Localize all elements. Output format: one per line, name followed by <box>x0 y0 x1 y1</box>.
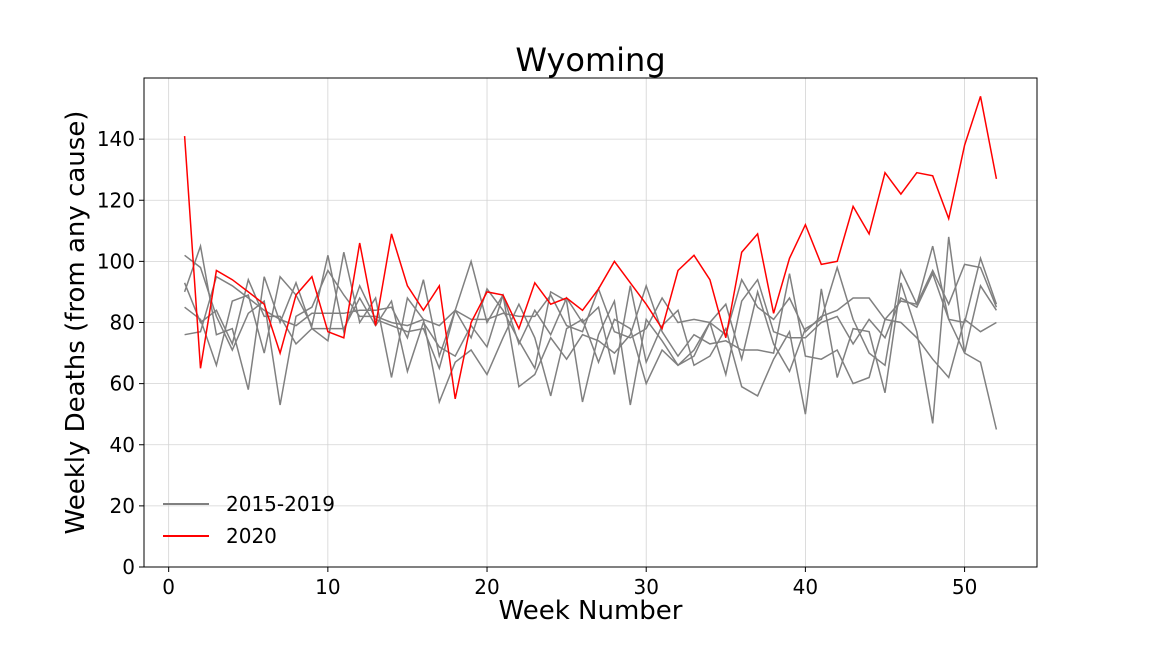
y-tick-label: 80 <box>110 311 135 335</box>
legend-label-2015-2019: 2015-2019 <box>226 492 335 516</box>
y-tick-label: 0 <box>122 555 135 579</box>
series-line-2020 <box>183 96 998 400</box>
y-tick-label: 140 <box>97 127 135 151</box>
series-line-2015-2019-4 <box>183 273 997 389</box>
y-tick-label: 40 <box>110 433 135 457</box>
y-tick-label: 120 <box>97 188 135 212</box>
series-line-2015-2019-2 <box>184 271 998 430</box>
y-tick-label: 60 <box>110 372 135 396</box>
x-tick-label: 30 <box>633 575 658 599</box>
chart-title: Wyoming <box>515 41 665 79</box>
series-line-2015-2019-3 <box>184 236 998 424</box>
series-lines <box>183 96 998 430</box>
series-line-2015-2019-1 <box>183 243 998 405</box>
legend: 2015-2019 2020 <box>163 492 335 548</box>
x-tick-label: 50 <box>952 575 977 599</box>
y-tick-label: 100 <box>97 249 135 273</box>
x-tick-label: 10 <box>315 575 340 599</box>
y-tick-label: 20 <box>110 494 135 518</box>
y-axis-label: Weekly Deaths (from any cause) <box>61 111 91 535</box>
x-tick-label: 40 <box>793 575 818 599</box>
legend-label-2020: 2020 <box>226 524 277 548</box>
x-tick-label: 20 <box>474 575 499 599</box>
axis-ticks: 0 10 20 30 40 50 0 20 40 60 80 100 120 140 <box>97 127 977 599</box>
x-tick-label: 0 <box>162 575 175 599</box>
x-axis-label: Week Number <box>499 596 683 626</box>
